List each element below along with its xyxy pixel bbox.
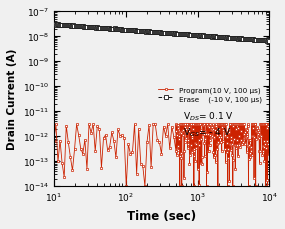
Text: V$_{GS}$= - 4 V: V$_{GS}$= - 4 V xyxy=(183,126,232,139)
Erase    (-10 V, 100 μs) xyxy=(249,39,253,41)
Program(10 V, 100 μs) xyxy=(202,130,205,133)
Erase    (-10 V, 100 μs) xyxy=(92,27,96,30)
Erase    (-10 V, 100 μs) xyxy=(109,28,113,31)
Program(10 V, 100 μs) xyxy=(227,180,231,182)
Legend: Program(10 V, 100 μs), Erase    (-10 V, 100 μs): Program(10 V, 100 μs), Erase (-10 V, 100… xyxy=(156,85,264,104)
Program(10 V, 100 μs) xyxy=(125,185,128,188)
Erase    (-10 V, 100 μs) xyxy=(61,25,64,27)
Erase    (-10 V, 100 μs) xyxy=(52,24,56,26)
Program(10 V, 100 μs) xyxy=(156,139,159,141)
Program(10 V, 100 μs) xyxy=(194,123,198,126)
Line: Program(10 V, 100 μs): Program(10 V, 100 μs) xyxy=(52,123,271,188)
Y-axis label: Drain Current (A): Drain Current (A) xyxy=(7,49,17,150)
X-axis label: Time (sec): Time (sec) xyxy=(127,209,196,222)
Erase    (-10 V, 100 μs) xyxy=(65,25,68,28)
Text: V$_{DS}$= 0.1 V: V$_{DS}$= 0.1 V xyxy=(183,110,234,123)
Program(10 V, 100 μs) xyxy=(238,144,241,147)
Program(10 V, 100 μs) xyxy=(268,123,271,126)
Erase    (-10 V, 100 μs) xyxy=(257,39,260,42)
Program(10 V, 100 μs) xyxy=(52,140,56,143)
Program(10 V, 100 μs) xyxy=(54,123,58,126)
Line: Erase    (-10 V, 100 μs): Erase (-10 V, 100 μs) xyxy=(52,23,271,43)
Program(10 V, 100 μs) xyxy=(238,146,242,148)
Erase    (-10 V, 100 μs) xyxy=(268,40,271,43)
